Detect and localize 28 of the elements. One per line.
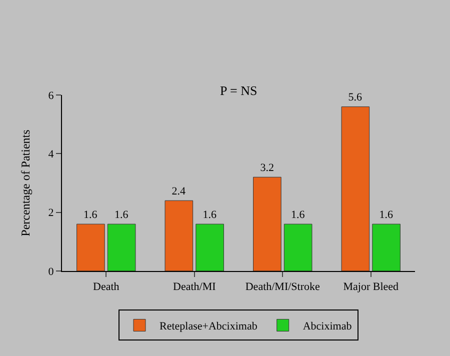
- data-label: 1.6: [379, 209, 394, 222]
- bar: [76, 224, 105, 271]
- legend-label: Reteplase+Abciximab: [160, 320, 258, 333]
- y-tick-label: 6: [48, 90, 54, 102]
- bar: [284, 224, 312, 271]
- x-tick-label: Death: [92, 281, 120, 294]
- y-tick-label: 0: [48, 266, 54, 278]
- data-label: 2.4: [172, 186, 186, 198]
- bar: [196, 224, 224, 271]
- x-tick-label: Death/MI/Stroke: [245, 281, 320, 294]
- y-tick-label: 2: [48, 207, 54, 220]
- data-label: 3.2: [260, 162, 274, 174]
- data-label: 1.6: [84, 209, 98, 222]
- x-tick-label: Major Bleed: [343, 281, 400, 294]
- y-axis-title: Percentage of Patients: [18, 129, 33, 236]
- data-label: 1.6: [114, 209, 129, 222]
- data-label: 5.6: [348, 92, 363, 104]
- bar: [164, 200, 194, 271]
- x-tick-label: Death/MI: [172, 281, 216, 294]
- annotation: P = NS: [220, 83, 258, 98]
- bar: [372, 224, 400, 271]
- data-label: 1.6: [202, 209, 217, 222]
- y-tick-label: 4: [48, 148, 54, 161]
- data-label: 1.6: [290, 209, 306, 222]
- bar: [107, 224, 136, 271]
- legend-label: Abciximab: [302, 320, 352, 333]
- bar: [253, 176, 282, 271]
- bar: [341, 106, 370, 271]
